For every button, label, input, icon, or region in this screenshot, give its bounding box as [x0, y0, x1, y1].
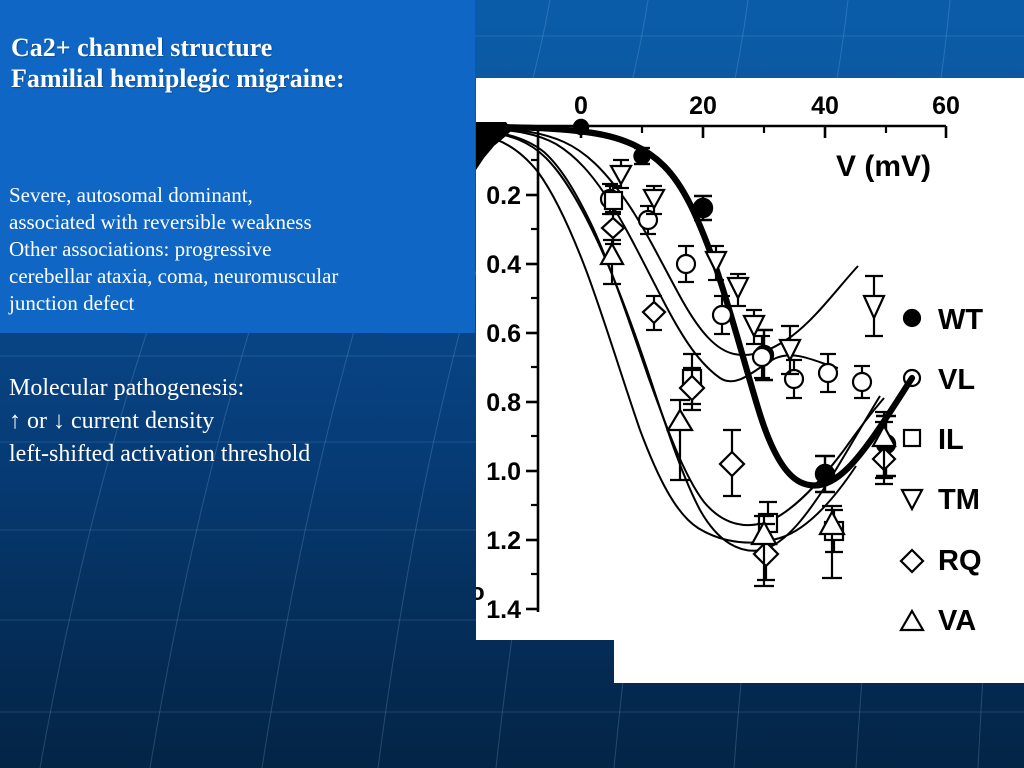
curve-VL	[483, 128, 839, 383]
chart-y-axis-label-subscript: o	[476, 579, 485, 606]
slide-title: Ca2+ channel structure Familial hemipleg…	[11, 32, 466, 94]
legend-label-TM: TM	[938, 484, 980, 516]
title-line-1: Ca2+ channel structure	[11, 33, 273, 62]
x-tick-label-20: 20	[689, 92, 717, 120]
x-tick-label-40: 40	[811, 92, 839, 120]
legend-label-VL: VL	[938, 364, 975, 396]
y-tick-label-0-2: 0.2	[486, 182, 521, 210]
y-tick-label-1-2: 1.2	[486, 527, 521, 555]
legend-item-RQ: RQ	[899, 545, 982, 577]
chart-x-axis	[484, 124, 948, 138]
title-line-2: Familial hemiplegic migraine:	[11, 64, 345, 93]
body-line-3: Other associations: progressive	[9, 237, 272, 261]
curve-tail-b	[843, 397, 885, 451]
y-tick-label-1-0: 1.0	[486, 458, 521, 486]
curve-tail-a	[831, 395, 881, 477]
legend-item-VA: VA	[899, 605, 976, 637]
legend-item-TM: TM	[900, 484, 980, 516]
left-saturation-smear	[476, 122, 512, 170]
slide-pathogenesis-text: Molecular pathogenesis: ↑ or ↓ current d…	[9, 372, 489, 471]
pathogenesis-line-3: left-shifted activation threshold	[9, 441, 311, 467]
x-tick-label-60: 60	[932, 92, 960, 120]
body-line-4: cerebellar ataxia, coma, neuromuscular	[9, 264, 339, 288]
series-markers-VA	[599, 238, 897, 588]
chart-legend: WT VL IL TM RQ VA	[899, 304, 983, 637]
slide-body-text: Severe, autosomal dominant, associated w…	[9, 182, 479, 317]
x-tick-label-0: 0	[574, 92, 588, 120]
legend-label-RQ: RQ	[938, 545, 982, 577]
y-tick-label-0-6: 0.6	[486, 320, 521, 348]
y-tick-label-0-8: 0.8	[486, 389, 521, 417]
po-vs-voltage-chart: 0 20 40 60 V (mV) 0.2	[476, 92, 983, 637]
body-line-5: junction defect	[9, 291, 135, 315]
body-line-2: associated with reversible weakness	[9, 210, 312, 234]
figure-panel-lower	[614, 640, 1024, 683]
chart-x-axis-label: V (mV)	[836, 150, 931, 183]
chart-x-tick-labels: 0 20 40 60	[574, 92, 960, 120]
series-markers-TM	[609, 158, 886, 376]
chart-y-tick-labels: 0.2 0.4 0.6 0.8 1.0 1.2 1.4	[486, 182, 521, 624]
legend-item-IL: IL	[902, 424, 964, 456]
chart-y-axis	[526, 126, 540, 612]
legend-label-VA: VA	[938, 605, 976, 637]
legend-label-WT: WT	[938, 304, 983, 336]
y-tick-label-1-4: 1.4	[486, 596, 521, 624]
legend-item-WT: WT	[902, 304, 983, 336]
curve-TM	[483, 127, 859, 356]
curve-VA	[483, 135, 857, 544]
text-panel-background	[0, 0, 475, 333]
pathogenesis-line-2: ↑ or ↓ current density	[9, 408, 215, 434]
body-line-1: Severe, autosomal dominant,	[9, 183, 253, 207]
pathogenesis-line-1: Molecular pathogenesis:	[9, 375, 245, 401]
y-tick-label-0-4: 0.4	[486, 251, 521, 279]
series-markers-RQ	[600, 210, 897, 582]
legend-label-IL: IL	[938, 424, 964, 456]
legend-item-VL: VL	[902, 364, 975, 396]
figure-panel-upper	[476, 78, 1024, 640]
